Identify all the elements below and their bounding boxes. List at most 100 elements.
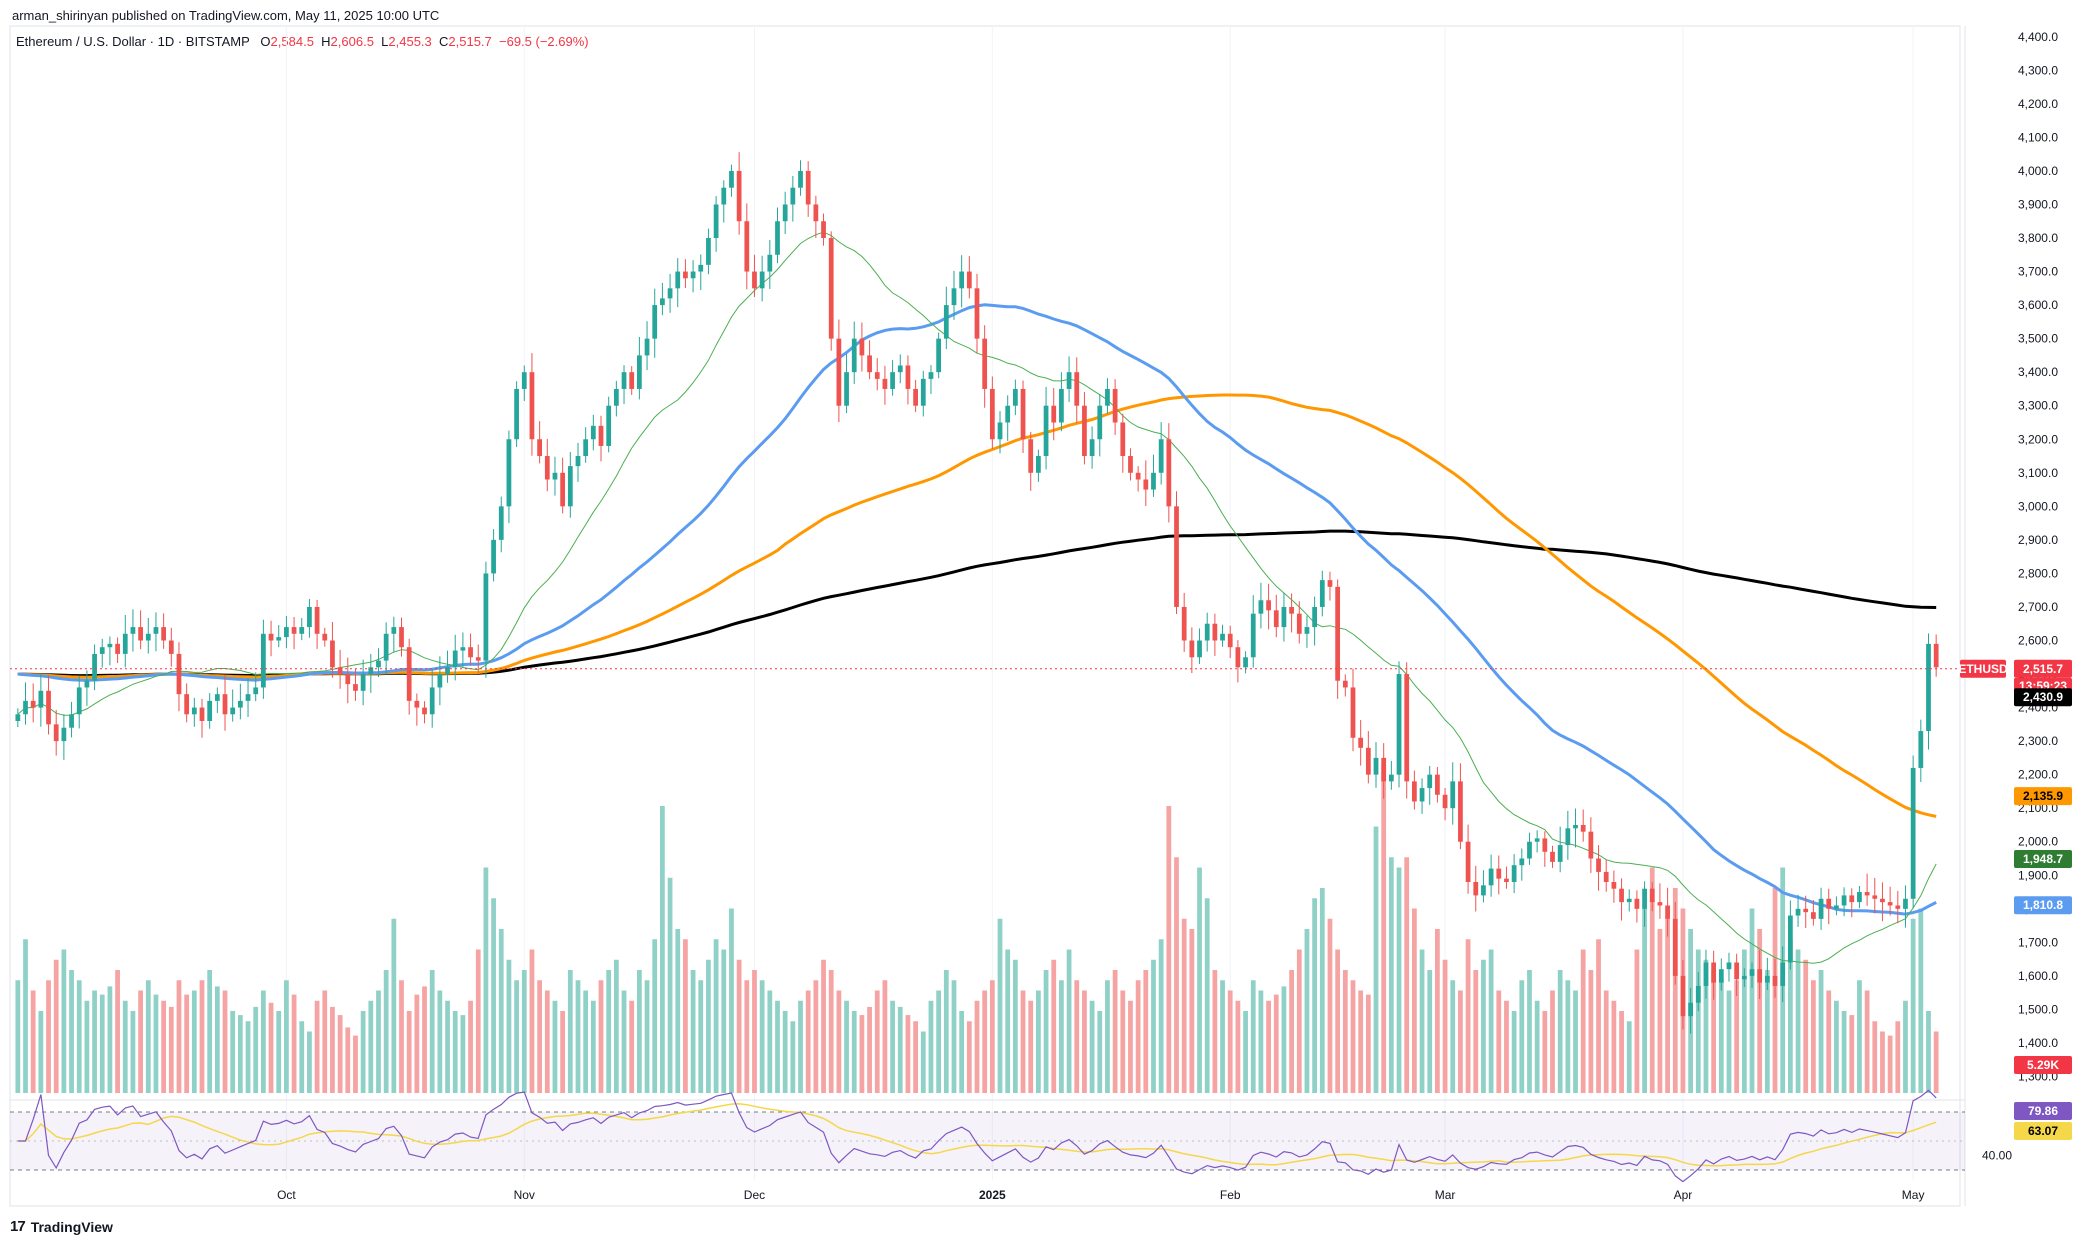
price-tags: ETHUSD 2,515.713:59:232,430.92,135.91,948… xyxy=(1958,659,2072,1140)
candle-body xyxy=(1158,439,1164,473)
candle-body xyxy=(1197,640,1202,658)
tradingview-logo[interactable]: 17 TradingView xyxy=(10,1218,113,1235)
candle-body xyxy=(1711,962,1717,983)
volume-bar xyxy=(1695,949,1701,1093)
candle-body xyxy=(1373,757,1379,775)
tv-logo-icon: 17 xyxy=(10,1218,26,1235)
candle-body xyxy=(874,372,880,379)
candle-body xyxy=(207,700,213,721)
volume-bar xyxy=(1289,970,1294,1093)
volume-bar xyxy=(1834,1000,1839,1093)
ma-black-tag-bg xyxy=(2014,688,2072,707)
price-tick-label: 3,100.0 xyxy=(2018,466,2058,480)
volume-bar xyxy=(729,908,734,1093)
candle-body xyxy=(84,680,90,688)
volume-bar xyxy=(1672,888,1678,1093)
candle-body xyxy=(1051,405,1057,423)
candle-body xyxy=(782,204,788,222)
volume-bar xyxy=(1918,908,1924,1093)
volume-bar xyxy=(1534,1000,1540,1093)
candle-body xyxy=(1596,858,1601,872)
volume-bar xyxy=(237,1015,243,1093)
volume-bar xyxy=(767,990,773,1093)
candle-body xyxy=(1266,600,1271,611)
candle-body xyxy=(1734,962,1740,980)
volume-bar xyxy=(468,1000,473,1093)
price-axis[interactable]: 4,400.0 4,300.0 4,200.0 4,100.0 4,000.0 3,900… xyxy=(2018,30,2058,1084)
volume-bar xyxy=(859,1015,865,1093)
volume-bar xyxy=(268,1002,274,1093)
high-label: H xyxy=(321,34,331,49)
candle-body xyxy=(1082,405,1087,457)
candle-body xyxy=(1020,388,1026,440)
volume-bar xyxy=(1473,970,1479,1093)
volume-bar xyxy=(46,980,51,1093)
volume-bar xyxy=(422,986,427,1093)
volume-bar xyxy=(782,1011,788,1093)
volume-bar xyxy=(391,918,397,1093)
volume-bar xyxy=(1542,1011,1548,1093)
volume-bar xyxy=(130,1011,136,1093)
volume-bar xyxy=(399,980,404,1093)
candle-body xyxy=(1250,613,1256,658)
volume-bar xyxy=(1880,1031,1885,1093)
candle-body xyxy=(1473,881,1479,896)
ma-orange-tag-bg xyxy=(2014,787,2072,806)
symbol-title[interactable]: Ethereum / U.S. Dollar · 1D · BITSTAMP xyxy=(16,34,250,49)
candle-body xyxy=(1273,610,1279,628)
candle-body xyxy=(145,633,151,641)
candle-body xyxy=(437,674,443,688)
volume-bar xyxy=(974,1000,980,1093)
volume-bar xyxy=(1749,908,1755,1093)
candle-body xyxy=(76,687,82,715)
candle-body xyxy=(168,640,174,654)
candle-body xyxy=(1204,623,1210,641)
volume-bar xyxy=(567,970,573,1093)
price-tick-label: 3,200.0 xyxy=(2018,432,2058,446)
rsi-ma-line xyxy=(17,1102,1937,1167)
volume-bar xyxy=(99,994,105,1093)
candle-body xyxy=(767,254,773,272)
price-tick-label: 1,900.0 xyxy=(2018,868,2058,882)
volume-bar xyxy=(284,980,289,1093)
candle-body xyxy=(1918,731,1924,768)
candle-body xyxy=(337,667,343,675)
candle-body xyxy=(529,372,535,440)
candle-body xyxy=(1787,915,1793,963)
candlesticks[interactable] xyxy=(15,152,1939,1034)
candle-body xyxy=(1396,674,1402,775)
volume-bar xyxy=(38,1011,44,1093)
time-axis[interactable]: Oct Nov Dec 2025 Feb Mar Apr May xyxy=(277,1188,1924,1202)
volume-bar xyxy=(1189,929,1195,1093)
ma-blue-tag: 1,810.8 xyxy=(2023,898,2063,912)
volume-bar xyxy=(836,990,842,1093)
volume-bar xyxy=(821,959,826,1093)
candle-body xyxy=(30,700,36,708)
volume-bar xyxy=(1319,888,1325,1093)
volume-bar xyxy=(1066,949,1072,1093)
volume-bar xyxy=(1734,980,1740,1093)
volume-bar xyxy=(667,877,673,1093)
price-chart[interactable]: 40.00 4,400.0 4,300.0 4,200.0 4,100.0 4,000.… xyxy=(0,0,2084,1210)
volume-bar xyxy=(460,1015,466,1093)
volume-bar xyxy=(1726,990,1732,1093)
candle-body xyxy=(1603,871,1609,882)
volume-bar xyxy=(752,970,757,1093)
volume-bar xyxy=(368,1000,374,1093)
candle-body xyxy=(1619,888,1624,903)
volume-bar xyxy=(376,990,381,1093)
volume-bar xyxy=(982,990,988,1093)
volume-bar xyxy=(1350,980,1356,1093)
candle-body xyxy=(1749,969,1755,976)
candle-body xyxy=(475,657,481,661)
candle-body xyxy=(629,372,635,389)
close-label: C xyxy=(439,34,449,49)
price-tick-label: 4,300.0 xyxy=(2018,63,2058,77)
volume-bar xyxy=(1304,929,1310,1093)
volume-bar xyxy=(1097,1011,1103,1093)
volume-bar xyxy=(1887,1035,1893,1093)
volume-bar xyxy=(583,990,589,1093)
candle-body xyxy=(1281,606,1287,628)
price-tick-label: 1,500.0 xyxy=(2018,1002,2058,1016)
candle-body xyxy=(1741,975,1747,980)
